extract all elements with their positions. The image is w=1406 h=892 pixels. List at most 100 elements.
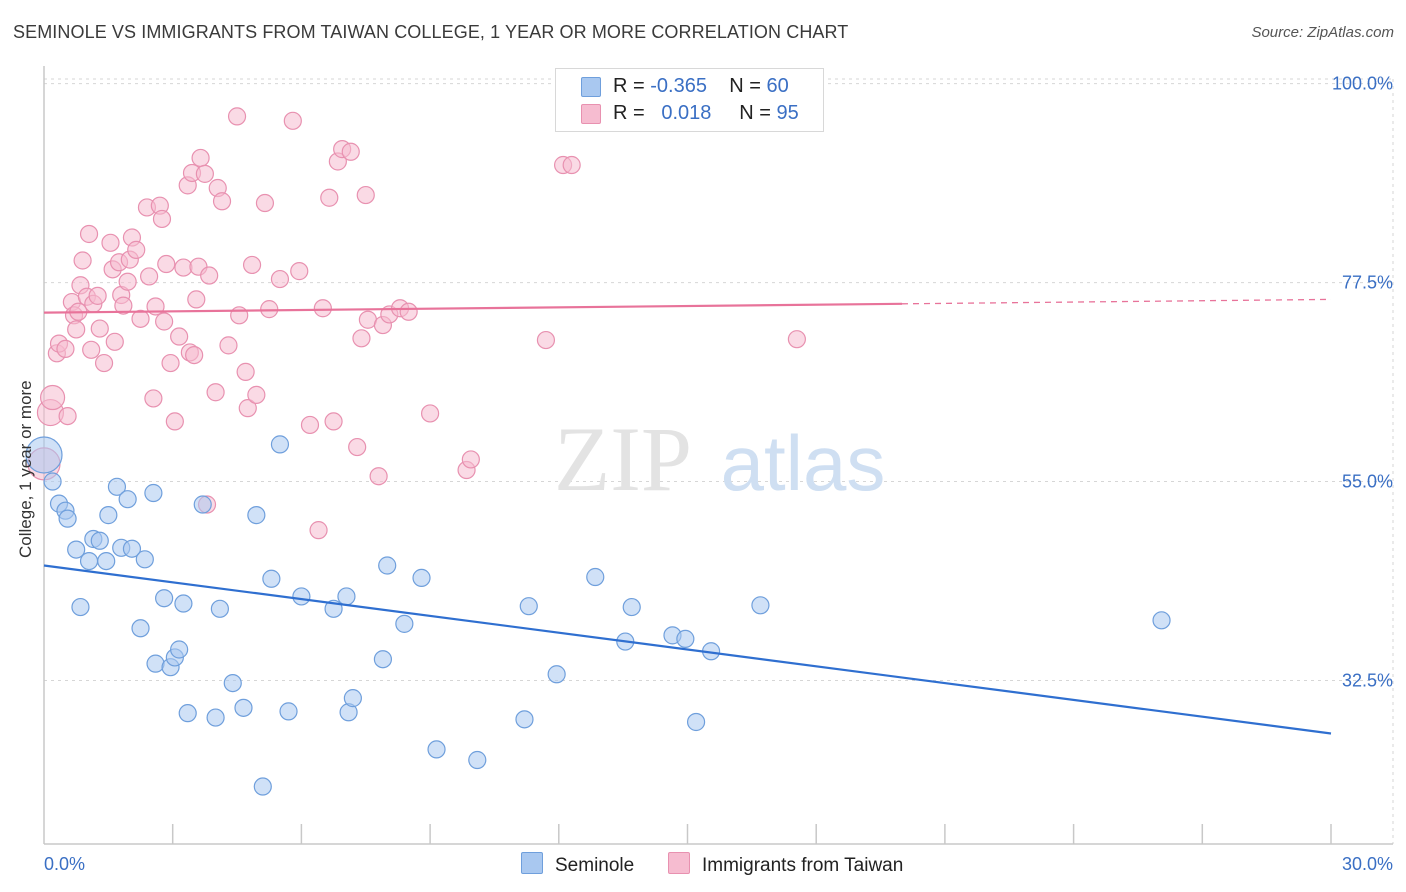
data-point-taiwan — [238, 399, 257, 418]
tick-labels: 100.0% 77.5% 55.0% 32.5% 0.0% 30.0% — [44, 74, 1393, 874]
data-point-taiwan — [39, 384, 66, 411]
data-point-taiwan — [787, 330, 806, 349]
data-point-seminole — [427, 740, 446, 759]
data-point-taiwan — [255, 193, 275, 213]
data-point-taiwan — [283, 111, 302, 130]
data-point-seminole — [395, 614, 414, 633]
axes — [43, 66, 1393, 845]
bottom-legend-label: Immigrants from Taiwan — [702, 855, 904, 876]
data-point-seminole — [174, 594, 193, 613]
data-point-taiwan — [421, 404, 440, 423]
y-tick-label: 32.5% — [1342, 670, 1393, 690]
data-point-taiwan — [58, 407, 77, 426]
data-point-taiwan — [212, 192, 232, 211]
watermark-atlas: atlas — [721, 419, 886, 507]
legend-swatch-taiwan — [581, 104, 601, 124]
data-point-taiwan — [90, 319, 109, 338]
data-point-taiwan — [200, 266, 219, 285]
data-point-seminole — [412, 568, 431, 587]
data-point-seminole — [97, 551, 116, 571]
data-point-seminole — [337, 587, 356, 606]
data-point-seminole — [43, 472, 62, 491]
data-point-seminole — [99, 506, 118, 525]
y-tick-label: 77.5% — [1342, 273, 1393, 293]
data-point-taiwan — [174, 258, 193, 277]
data-point-taiwan — [101, 233, 120, 252]
data-point-seminole — [468, 750, 487, 770]
y-axis-label: College, 1 year or more — [16, 380, 35, 558]
trend-line-extension-taiwan — [901, 298, 1332, 305]
data-point-seminole — [122, 539, 142, 558]
stats-legend: R = -0.365 N = 60 R = 0.018 N = 95 — [555, 68, 824, 132]
data-point-taiwan — [356, 185, 375, 205]
data-point-seminole — [686, 712, 706, 732]
data-point-seminole — [25, 436, 63, 474]
data-point-taiwan — [369, 467, 388, 486]
data-point-seminole — [210, 599, 229, 618]
data-point-taiwan — [341, 142, 360, 161]
data-point-taiwan — [320, 188, 339, 207]
legend-n-label: N = — [739, 102, 771, 124]
data-point-seminole — [586, 567, 605, 587]
data-point-taiwan — [300, 415, 320, 435]
x-tick-label-min: 0.0% — [44, 854, 85, 874]
watermark: ZIP atlas — [554, 408, 885, 510]
legend-n-value: 60 — [766, 75, 789, 97]
data-point-taiwan — [131, 309, 150, 328]
data-point-taiwan — [127, 240, 146, 259]
data-point-seminole — [71, 597, 90, 617]
data-point-taiwan — [170, 327, 189, 346]
data-point-seminole — [206, 708, 225, 727]
data-point-taiwan — [82, 340, 101, 359]
data-point-seminole — [144, 483, 163, 503]
data-point-taiwan — [114, 296, 133, 315]
x-tick-label-max: 30.0% — [1342, 854, 1393, 874]
trend-line-taiwan — [43, 302, 903, 314]
bottom-legend-swatch-taiwan — [668, 852, 690, 874]
data-point-taiwan — [140, 267, 159, 286]
data-point-taiwan — [399, 302, 418, 321]
chart-title: SEMINOLE VS IMMIGRANTS FROM TAIWAN COLLE… — [13, 22, 849, 42]
data-point-taiwan — [94, 353, 114, 373]
data-point-seminole — [79, 551, 99, 571]
data-point-taiwan — [165, 412, 184, 431]
data-point-seminole — [378, 556, 397, 575]
watermark-zip: ZIP — [554, 408, 692, 510]
data-point-taiwan — [313, 299, 332, 318]
data-point-seminole — [547, 665, 566, 684]
data-point-taiwan — [67, 320, 86, 339]
data-point-taiwan — [73, 251, 92, 270]
source-label: Source: ZipAtlas.com — [1251, 24, 1394, 41]
data-point-taiwan — [227, 107, 247, 126]
data-point-taiwan — [191, 148, 210, 168]
legend-swatch-seminole — [581, 77, 601, 97]
data-point-seminole — [279, 702, 298, 721]
legend-r-label: R = — [613, 75, 645, 97]
data-point-taiwan — [536, 330, 556, 350]
data-point-taiwan — [185, 345, 204, 365]
data-point-taiwan — [236, 362, 255, 381]
data-point-seminole — [622, 597, 641, 617]
legend-r-value: -0.365 — [650, 75, 707, 97]
data-point-taiwan — [270, 269, 290, 289]
data-point-seminole — [67, 540, 86, 559]
data-point-taiwan — [155, 312, 174, 331]
y-tick-label: 55.0% — [1342, 472, 1393, 492]
trend-line-seminole — [43, 564, 1332, 735]
data-point-taiwan — [105, 332, 124, 351]
data-point-seminole — [676, 629, 695, 648]
bottom-legend-swatch-seminole — [521, 852, 543, 874]
data-point-seminole — [292, 587, 311, 606]
legend-r-value: 0.018 — [661, 102, 712, 124]
data-point-taiwan — [118, 272, 137, 291]
data-point-seminole — [135, 550, 154, 569]
data-point-taiwan — [348, 437, 367, 457]
y-tick-label: 100.0% — [1332, 74, 1393, 94]
legend-r-label: R = — [613, 102, 645, 124]
legend-n-value: 95 — [776, 102, 799, 124]
data-point-seminole — [146, 654, 165, 673]
data-point-taiwan — [309, 521, 328, 540]
data-point-seminole — [131, 619, 150, 638]
data-point-taiwan — [152, 209, 172, 229]
